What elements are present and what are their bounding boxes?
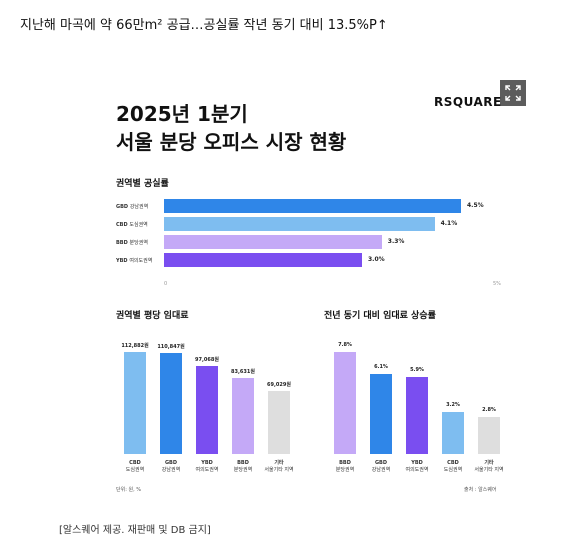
rent-category-label: CBD 도심권역 (125, 460, 145, 473)
rent-bar (196, 365, 218, 454)
growth-bar (370, 374, 392, 454)
rent-category-label: BBD 분당권역 (233, 460, 253, 473)
growth-value-label: 3.2% (446, 402, 460, 409)
article-headline: 지난해 마곡에 약 66만m² 공급…공실률 작년 동기 대비 13.5%P↑ (20, 18, 388, 33)
growth-chart-title: 전년 동기 대비 임대료 상승률 (324, 311, 436, 321)
vacancy-category-label: YBD 여의도권역 (116, 258, 153, 264)
vacancy-value-label: 4.5% (467, 202, 484, 209)
growth-bar (406, 376, 428, 454)
vacancy-chart-title: 권역별 공실률 (116, 179, 169, 189)
vacancy-chart: GBD 강남권역 4.5% CBD 도심권역 4.1% BBD 분당권역 3.3% YBD … (84, 60, 526, 300)
vacancy-bar (164, 235, 382, 249)
rent-bar (124, 351, 146, 454)
rent-value-label: 83,631원 (231, 369, 255, 376)
vacancy-value-label: 3.3% (387, 238, 405, 245)
vacancy-bar (164, 199, 461, 213)
rent-value-label: 112,882원 (121, 342, 149, 349)
rent-bar (268, 391, 290, 454)
growth-value-label: 2.8% (482, 407, 496, 414)
growth-category-label: BBD 분당권역 (335, 460, 355, 473)
rent-chart: 112,882원 CBD 도심권역 110,847원 GBD 강남권역 97,068원 YBD… (112, 328, 302, 473)
growth-value-label: 6.1% (374, 364, 388, 371)
rent-category-label: YBD 여의도권역 (195, 460, 219, 473)
rent-bar (232, 378, 254, 454)
infographic-card: 2025년 1분기 서울 분당 오피스 시장 현황 RSQUARE 권역별 공실… (84, 60, 526, 504)
growth-category-label: CBD 도심권역 (443, 460, 463, 473)
growth-category-label: GBD 강남권역 (371, 460, 391, 473)
source-footnote: 출처 : 알스퀘어 (464, 487, 497, 493)
vacancy-category-label: GBD 강남권역 (116, 204, 149, 210)
rent-value-label: 97,068원 (195, 356, 219, 363)
growth-chart: 7.8% BBD 분당권역 6.1% GBD 강남권역 5.9% YBD 여의도권역 3.2% CB… (322, 328, 512, 473)
growth-bar (442, 412, 464, 454)
title-line-1: 2025년 1분기 (116, 102, 248, 126)
vacancy-category-label: CBD 도심권역 (116, 222, 148, 228)
vacancy-bar (164, 217, 435, 231)
unit-footnote: 단위: 원, % (116, 487, 142, 493)
vacancy-value-label: 3.0% (368, 256, 385, 263)
vacancy-value-label: 4.1% (440, 220, 458, 227)
title-line-2: 서울 분당 오피스 시장 현황 (116, 130, 347, 154)
vacancy-category-label: BBD 분당권역 (116, 240, 148, 246)
image-caption: [알스퀘어 제공. 재판매 및 DB 금지] (59, 525, 211, 536)
vacancy-bar (164, 253, 362, 267)
growth-value-label: 5.9% (410, 366, 424, 373)
growth-category-label: YBD 여의도권역 (405, 460, 429, 473)
rent-bar (160, 353, 182, 454)
growth-bar (478, 417, 500, 454)
rent-chart-title: 권역별 평당 임대료 (116, 311, 189, 321)
rent-value-label: 69,029원 (267, 382, 291, 389)
rsquare-logo: RSQUARE (434, 95, 502, 109)
expand-icon[interactable] (500, 80, 526, 106)
rent-category-label: 기타 서울기타 지역 (264, 460, 294, 473)
vacancy-axis-min: 0 (164, 281, 168, 287)
growth-category-label: 기타 서울기타 지역 (474, 460, 504, 473)
rent-value-label: 110,847원 (157, 344, 185, 351)
rent-category-label: GBD 강남권역 (161, 460, 181, 473)
infographic-title: 2025년 1분기 서울 분당 오피스 시장 현황 (116, 100, 346, 156)
vacancy-axis-max: 5% (493, 281, 501, 287)
growth-bar (334, 351, 356, 454)
growth-value-label: 7.8% (338, 341, 352, 348)
